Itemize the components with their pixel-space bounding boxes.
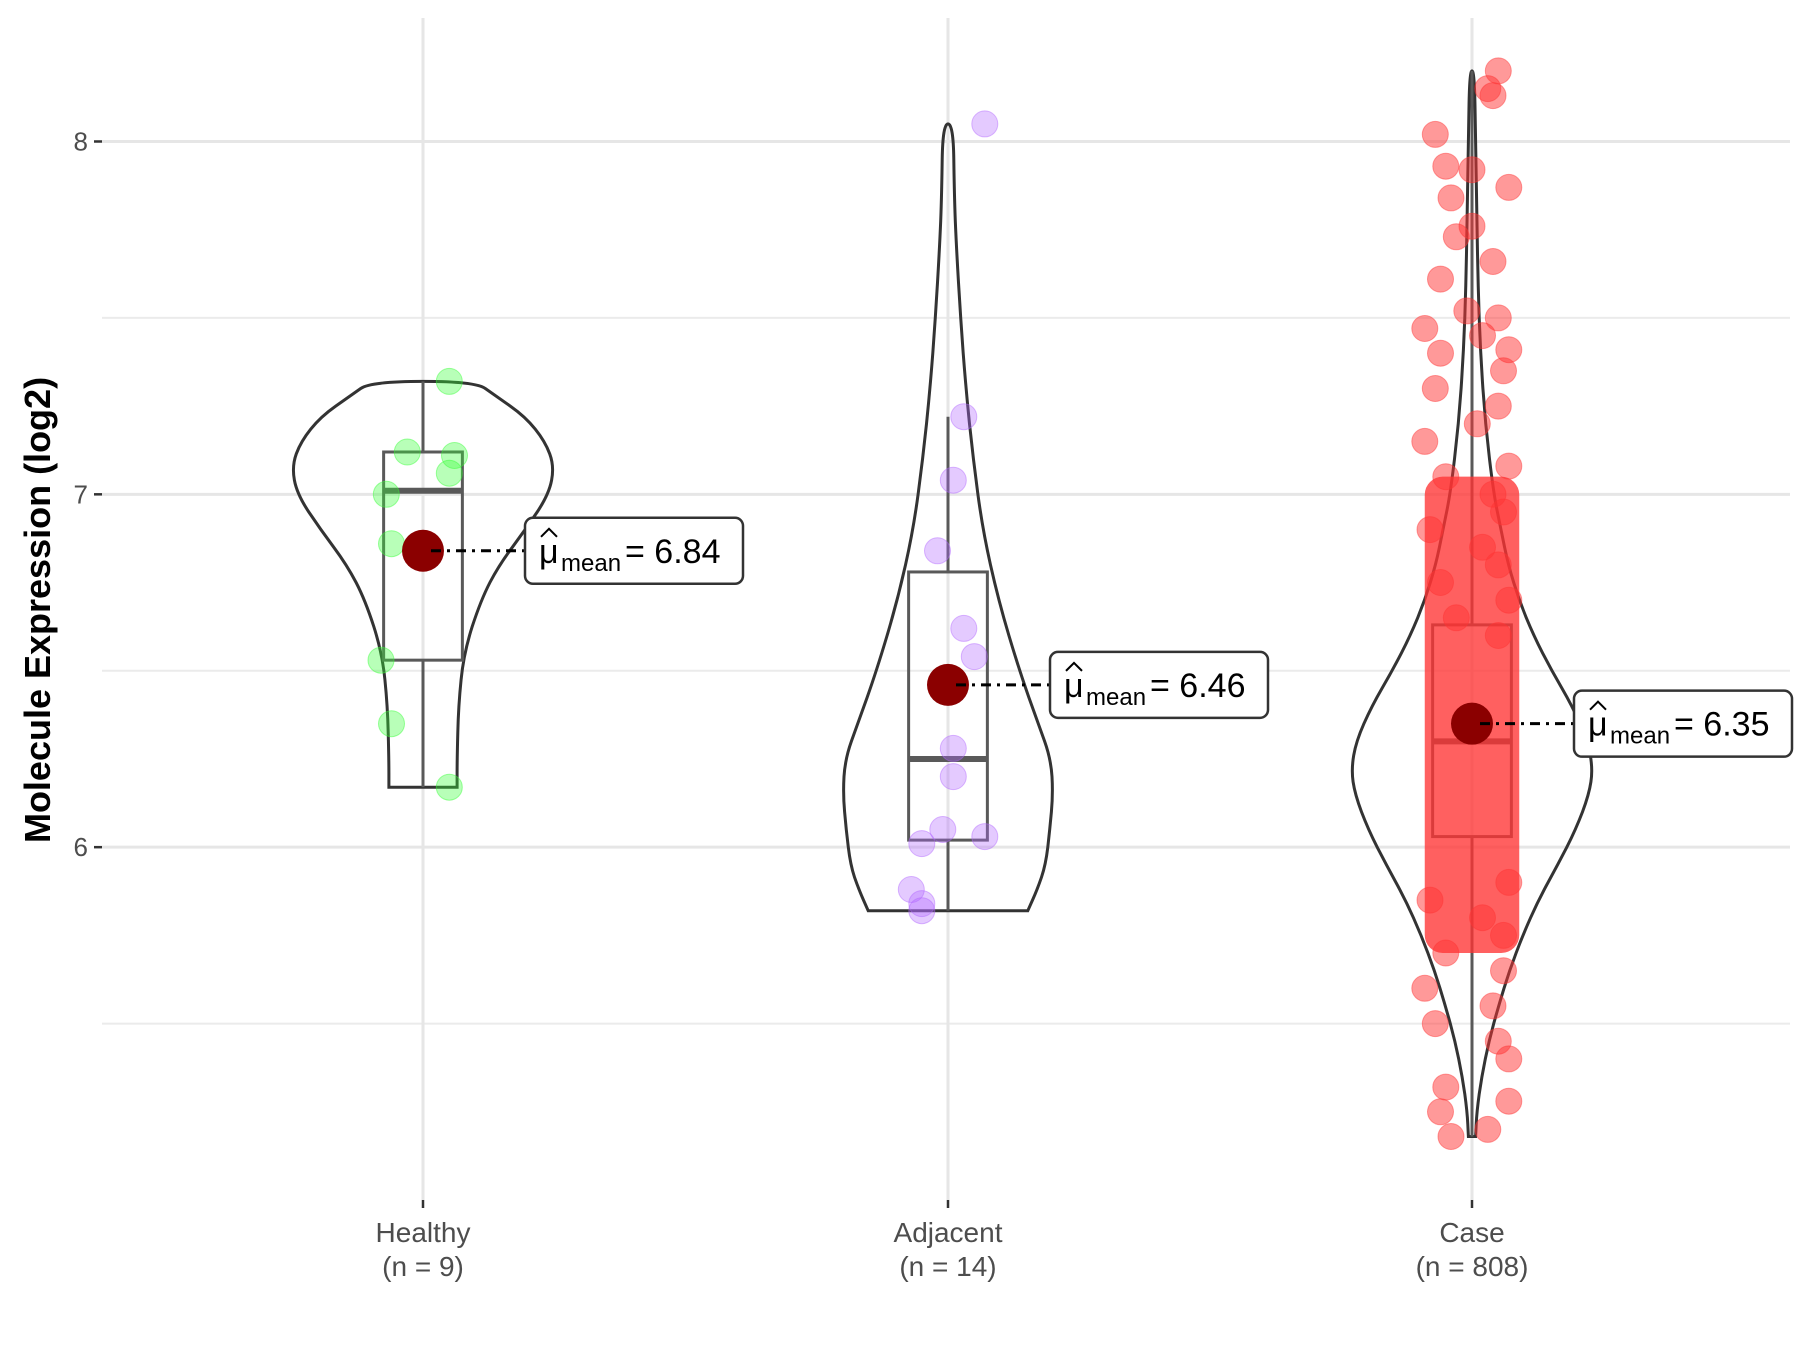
- x-category-label: Healthy: [376, 1217, 471, 1248]
- mean-subscript: mean: [561, 550, 621, 577]
- data-point: [1479, 992, 1507, 1020]
- data-point: [1495, 1087, 1523, 1115]
- data-point: [929, 816, 957, 843]
- mean-marker: [402, 529, 444, 572]
- data-points: [367, 57, 1523, 1150]
- data-point: [441, 442, 468, 469]
- data-point: [1490, 357, 1517, 385]
- data-point: [435, 367, 463, 395]
- data-point: [971, 110, 999, 138]
- data-point: [1484, 304, 1512, 332]
- data-point: [1421, 375, 1449, 402]
- mean-markers: μ mean = 6.84μ mean = 6.46μ mean = 6.35: [402, 516, 1794, 758]
- data-point: [1442, 223, 1470, 251]
- mean-subscript: mean: [1086, 684, 1146, 711]
- violin-healthy: [291, 379, 555, 789]
- data-point: [1453, 297, 1481, 325]
- data-point: [1458, 156, 1486, 184]
- data-point: [1479, 82, 1507, 110]
- mean-value: = 6.35: [1674, 706, 1769, 744]
- mean-hat: [1589, 700, 1607, 711]
- data-point: [897, 876, 925, 903]
- x-category-label: Case: [1439, 1217, 1504, 1248]
- x-sample-size-label: (n = 808): [1416, 1251, 1529, 1282]
- data-point: [1427, 1098, 1454, 1126]
- data-point: [435, 773, 463, 801]
- mean-value: = 6.46: [1150, 667, 1245, 705]
- violin-adjacent: [842, 122, 1054, 913]
- mean-symbol: μ: [1588, 706, 1608, 744]
- mean-label-box: [1048, 650, 1270, 720]
- violins: [291, 69, 1594, 1138]
- data-point: [971, 823, 999, 851]
- mean-value: = 6.84: [625, 533, 720, 571]
- data-point: [908, 897, 936, 925]
- data-point: [960, 643, 988, 671]
- mean-hat: [540, 527, 558, 538]
- data-point: [378, 710, 405, 738]
- data-point: [372, 480, 400, 508]
- y-tick-label: 6: [74, 832, 88, 862]
- mean-marker: [1451, 702, 1493, 745]
- violin-case: [1350, 69, 1594, 1138]
- data-point: [1495, 452, 1523, 480]
- axes: 6 7 8 Healthy(n = 9) Adjacent(n = 14) Case(n …: [74, 126, 1529, 1282]
- data-point: [1437, 184, 1465, 212]
- data-point: [1479, 248, 1507, 275]
- x-category-label: Adjacent: [894, 1217, 1003, 1248]
- data-point: [1437, 1123, 1465, 1150]
- data-point: [1432, 152, 1460, 180]
- data-point: [1411, 315, 1439, 342]
- data-point: [1474, 1115, 1502, 1143]
- mean-symbol: μ: [1064, 667, 1084, 705]
- data-point: [1432, 1073, 1460, 1101]
- data-point: [939, 734, 967, 762]
- data-point: [1411, 427, 1439, 455]
- data-point: [950, 614, 978, 642]
- data-point: [924, 537, 951, 565]
- data-point: [435, 459, 463, 487]
- data-point: [1427, 339, 1454, 367]
- y-tick-label: 8: [74, 126, 88, 156]
- data-point: [1495, 1045, 1523, 1073]
- mean-label-box: [1572, 689, 1794, 758]
- mean-symbol: μ: [539, 533, 559, 571]
- data-point: [1463, 410, 1491, 438]
- data-point: [908, 890, 936, 918]
- data-point: [378, 530, 405, 558]
- data-point: [1469, 322, 1496, 350]
- mean-subscript: mean: [1610, 723, 1670, 750]
- x-sample-size-label: (n = 9): [382, 1251, 464, 1282]
- data-point: [1495, 173, 1523, 201]
- mean-marker: [927, 663, 969, 706]
- data-point: [908, 830, 936, 858]
- mean-hat: [1065, 661, 1083, 672]
- data-point: [367, 646, 395, 674]
- y-tick-label: 7: [74, 479, 88, 509]
- box-iqr: [907, 570, 989, 842]
- data-point: [939, 763, 967, 791]
- y-axis-title: Molecule Expression (log2): [17, 377, 58, 843]
- data-point: [1427, 265, 1454, 293]
- box-iqr: [382, 450, 464, 662]
- mean-label-box: [523, 516, 745, 586]
- data-point: [939, 466, 967, 494]
- data-point: [1490, 957, 1517, 985]
- data-point: [1411, 974, 1439, 1002]
- data-point: [1484, 392, 1512, 420]
- x-sample-size-label: (n = 14): [899, 1251, 996, 1282]
- data-point: [1421, 120, 1449, 148]
- data-point: [393, 438, 421, 466]
- data-point: [950, 403, 978, 431]
- data-point: [1421, 1010, 1449, 1038]
